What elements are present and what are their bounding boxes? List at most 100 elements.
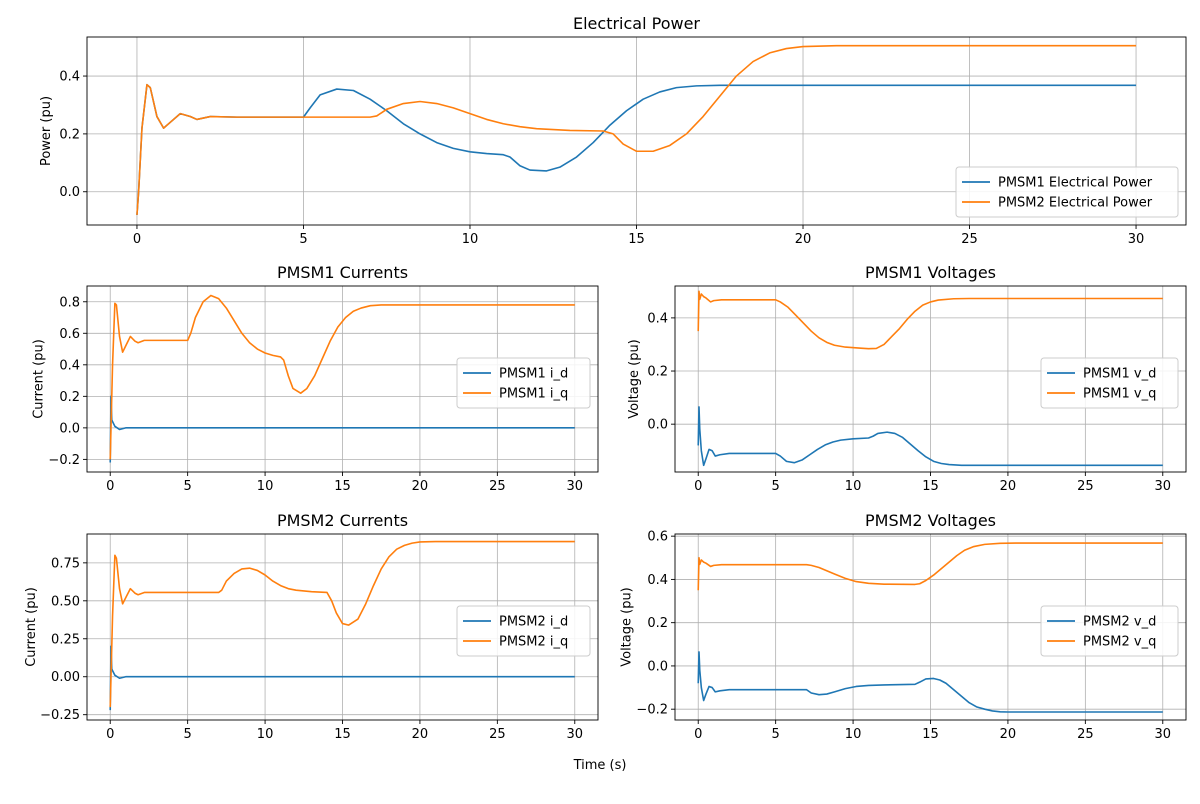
legend-label-2: PMSM2 i_q (499, 635, 568, 650)
legend-box (1040, 605, 1179, 657)
subplot-1: 0 5 10 15 20 25 30 0.0 0.2 0.4 Electrical Power Pow… (39, 14, 1187, 247)
y-axis-label: Voltage (pu) (627, 339, 642, 419)
x-tick-label: 5 (184, 727, 192, 742)
y-axis-label: Power (pu) (39, 96, 54, 166)
y-tick-label: −0.2 (636, 703, 668, 718)
x-tick-label: 15 (922, 479, 939, 494)
x-tick-label: 20 (412, 479, 429, 494)
series-line-1 (697, 406, 1163, 467)
y-tick-label: 0.00 (51, 670, 80, 685)
legend: PMSM1 i_d PMSM1 i_q (456, 357, 591, 409)
y-tick-label: 0.0 (647, 418, 668, 433)
y-tick-label: 0.2 (59, 127, 80, 142)
subplot-title: PMSM2 Currents (277, 511, 408, 530)
y-axis-label: Current (pu) (32, 339, 47, 419)
y-tick-label: 0.4 (647, 573, 668, 588)
x-tick-label: 0 (133, 232, 141, 247)
y-axis-label: Current (pu) (24, 587, 39, 667)
subplot-3: 0 5 10 15 20 25 30 0.0 0.2 0.4 PMSM1 Voltages Volta… (627, 263, 1187, 494)
x-tick-label: 5 (299, 232, 307, 247)
subplot-4: 0 5 10 15 20 25 30 −0.25 0.00 0.25 0.50 0.75 PMSM2 C… (24, 511, 599, 742)
x-tick-label: 30 (566, 479, 583, 494)
legend-label-2: PMSM1 i_q (499, 387, 568, 402)
x-tick-label: 25 (1077, 727, 1094, 742)
x-tick-label: 30 (566, 727, 583, 742)
y-tick-label: 0.0 (59, 421, 80, 436)
y-tick-label: 0.6 (59, 327, 80, 342)
y-axis-label: Voltage (pu) (620, 587, 635, 667)
subplot-5: 0 5 10 15 20 25 30 −0.2 0.0 0.2 0.4 0.6 PMSM2 Voltag… (620, 511, 1187, 742)
y-tick-label: 0.8 (59, 295, 80, 310)
x-tick-label: 5 (184, 479, 192, 494)
legend-label-1: PMSM1 Electrical Power (998, 176, 1153, 191)
y-tick-label: −0.2 (48, 453, 80, 468)
series-line-2 (697, 290, 1163, 350)
x-tick-label: 15 (922, 727, 939, 742)
y-tick-label: 0.0 (647, 659, 668, 674)
y-tick-label: 0.25 (51, 632, 80, 647)
x-tick-label: 20 (412, 727, 429, 742)
legend-label-2: PMSM2 v_q (1083, 635, 1156, 650)
y-tick-label: 0.2 (59, 390, 80, 405)
series-line-2 (697, 542, 1163, 591)
x-tick-label: 10 (845, 727, 862, 742)
x-tick-label: 25 (489, 727, 506, 742)
y-tick-label: 0.2 (647, 616, 668, 631)
legend-box (456, 605, 591, 657)
x-tick-label: 15 (334, 479, 351, 494)
x-tick-label: 15 (334, 727, 351, 742)
y-tick-label: 0.4 (59, 358, 80, 373)
x-tick-label: 25 (489, 479, 506, 494)
x-tick-label: 25 (1077, 479, 1094, 494)
legend: PMSM1 Electrical Power PMSM2 Electrical P… (955, 166, 1179, 218)
y-tick-label: 0.6 (647, 530, 668, 545)
x-tick-label: 0 (694, 727, 702, 742)
y-tick-label: 0.2 (647, 365, 668, 380)
series-line-2 (136, 44, 1137, 215)
x-tick-label: 0 (106, 479, 114, 494)
x-tick-label: 10 (257, 727, 274, 742)
subplot-title: PMSM1 Voltages (865, 263, 996, 282)
x-tick-label: 20 (795, 232, 812, 247)
x-tick-label: 30 (1154, 479, 1171, 494)
x-tick-label: 30 (1154, 727, 1171, 742)
x-tick-label: 10 (257, 479, 274, 494)
legend-label-1: PMSM1 i_d (499, 367, 568, 382)
y-tick-label: 0.50 (51, 594, 80, 609)
legend-label-1: PMSM1 v_d (1083, 367, 1156, 382)
x-tick-label: 0 (694, 479, 702, 494)
x-tick-label: 15 (628, 232, 645, 247)
x-tick-label: 25 (961, 232, 978, 247)
y-tick-label: 0.0 (59, 185, 80, 200)
x-tick-label: 0 (106, 727, 114, 742)
x-tick-label: 30 (1128, 232, 1145, 247)
figure-x-axis-label: Time (s) (573, 758, 627, 773)
legend-label-1: PMSM2 i_d (499, 615, 568, 630)
legend: PMSM1 v_d PMSM1 v_q (1040, 357, 1179, 409)
x-tick-label: 20 (1000, 727, 1017, 742)
legend-label-1: PMSM2 v_d (1083, 615, 1156, 630)
subplot-title: PMSM1 Currents (277, 263, 408, 282)
subplot-title: Electrical Power (573, 14, 700, 33)
legend: PMSM2 i_d PMSM2 i_q (456, 605, 591, 657)
series-line-1 (697, 651, 1163, 713)
x-tick-label: 5 (772, 727, 780, 742)
x-tick-label: 5 (772, 479, 780, 494)
series-line-2 (109, 294, 575, 460)
subplot-title: PMSM2 Voltages (865, 511, 996, 530)
legend-box (456, 357, 591, 409)
legend-label-2: PMSM2 Electrical Power (998, 196, 1153, 211)
y-tick-label: 0.4 (59, 70, 80, 85)
legend: PMSM2 v_d PMSM2 v_q (1040, 605, 1179, 657)
y-tick-label: −0.25 (40, 708, 80, 723)
legend-box (955, 166, 1179, 218)
subplot-2: 0 5 10 15 20 25 30 −0.2 0.0 0.2 0.4 0.6 0.8 PMSM1 Cur… (32, 263, 599, 494)
y-tick-label: 0.75 (51, 556, 80, 571)
legend-box (1040, 357, 1179, 409)
y-tick-label: 0.4 (647, 311, 668, 326)
x-tick-label: 10 (845, 479, 862, 494)
legend-label-2: PMSM1 v_q (1083, 387, 1156, 402)
x-tick-label: 20 (1000, 479, 1017, 494)
